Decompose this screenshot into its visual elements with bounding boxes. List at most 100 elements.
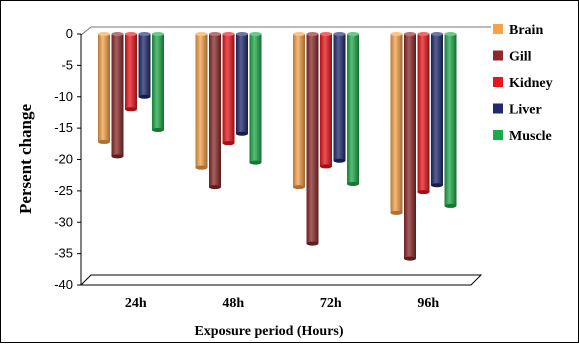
bar-body xyxy=(125,34,137,110)
y-tick-label: -40 xyxy=(54,277,73,292)
bar-liver-24h xyxy=(138,32,151,99)
bar-brain-24h xyxy=(98,32,110,144)
bar-cap-bottom xyxy=(152,128,164,133)
bar-body xyxy=(98,34,110,142)
legend-swatch xyxy=(493,130,503,140)
legend-item-brain: Brain xyxy=(493,23,543,38)
bar-cap-top xyxy=(195,32,208,36)
bar-cap-top xyxy=(152,32,164,36)
bar-kidney-72h xyxy=(320,32,332,169)
bar-cap-bottom xyxy=(249,160,262,165)
bar-cap-bottom xyxy=(293,185,305,190)
y-tick-label: -25 xyxy=(54,183,73,198)
x-tick-label-96h: 96h xyxy=(417,296,439,311)
x-tick-label-72h: 72h xyxy=(320,296,342,311)
bar-body xyxy=(195,34,208,168)
bar-kidney-48h xyxy=(222,32,235,146)
legend-label: Brain xyxy=(509,23,543,38)
bar-cap-top xyxy=(111,32,124,36)
bar-brain-48h xyxy=(195,32,208,170)
legend-label: Liver xyxy=(509,103,542,118)
bar-cap-bottom xyxy=(222,141,235,146)
bar-cap-top xyxy=(222,32,235,36)
bar-cap-top xyxy=(333,32,346,36)
bar-cap-bottom xyxy=(320,164,332,169)
bar-body xyxy=(347,34,359,184)
bar-cap-bottom xyxy=(195,165,208,170)
bar-cap-top xyxy=(138,32,151,36)
bar-cap-top xyxy=(320,32,332,36)
bar-body xyxy=(111,34,124,157)
bar-liver-48h xyxy=(236,32,248,136)
bar-body xyxy=(152,34,164,131)
bar-cap-top xyxy=(293,32,305,36)
y-tick-label: 0 xyxy=(66,26,73,41)
bar-cap-bottom xyxy=(209,185,221,190)
bar-muscle-72h xyxy=(347,32,359,186)
y-axis: 0 -5 -10 -15 -20 -25 -30 -35 -40 xyxy=(54,26,82,292)
legend-item-muscle: Muscle xyxy=(493,129,552,144)
legend-label: Kidney xyxy=(509,76,553,91)
y-tick-label: -20 xyxy=(54,152,73,167)
bar-cap-bottom xyxy=(306,241,319,246)
bar-body xyxy=(236,34,248,134)
bar-gill-24h xyxy=(111,32,124,159)
bar-brain-72h xyxy=(293,32,305,190)
legend-item-liver: Liver xyxy=(493,103,542,118)
legend-swatch xyxy=(493,50,503,61)
y-tick-label: -30 xyxy=(54,214,73,229)
bar-cap-top xyxy=(347,32,359,36)
bar-cap-bottom xyxy=(390,210,403,215)
legend: Brain Gill Kidney Liver Muscle xyxy=(493,23,553,144)
x-axis-title: Exposure period (Hours) xyxy=(194,324,343,339)
bar-gill-72h xyxy=(306,32,319,246)
legend-swatch xyxy=(493,77,503,87)
bar-body xyxy=(333,34,346,161)
bar-kidney-96h xyxy=(417,32,430,195)
bar-cap-top xyxy=(417,32,430,36)
bar-cap-bottom xyxy=(111,154,124,159)
bar-muscle-24h xyxy=(152,32,164,133)
bar-body xyxy=(444,34,457,206)
bar-body xyxy=(249,34,262,163)
bar-body xyxy=(209,34,221,188)
bar-cap-top xyxy=(390,32,403,36)
bar-body xyxy=(293,34,305,188)
y-axis-title: Persent change xyxy=(16,104,35,214)
bar-body xyxy=(417,34,430,193)
legend-swatch xyxy=(493,103,503,114)
bar-body xyxy=(431,34,443,186)
plot-back-wall xyxy=(80,26,491,36)
bar-body xyxy=(138,34,151,97)
y-tick-label: -35 xyxy=(54,246,73,261)
bar-body xyxy=(306,34,319,244)
bar-body xyxy=(404,34,416,259)
bar-cap-top xyxy=(209,32,221,36)
bar-brain-96h xyxy=(390,32,403,215)
bar-body xyxy=(222,34,235,144)
bar-body xyxy=(390,34,403,213)
bar-cap-bottom xyxy=(347,181,359,186)
legend-label: Gill xyxy=(509,50,532,65)
y-tick-label: -5 xyxy=(61,57,73,72)
bar-muscle-96h xyxy=(444,32,457,208)
bar-cap-bottom xyxy=(333,158,346,163)
bar-gill-96h xyxy=(404,32,416,261)
y-tick-label: -10 xyxy=(54,89,73,104)
bar-cap-bottom xyxy=(404,256,416,261)
legend-item-gill: Gill xyxy=(493,50,532,65)
x-tick-label-48h: 48h xyxy=(222,296,244,311)
bar-cap-top xyxy=(98,32,110,36)
bar-cap-bottom xyxy=(417,190,430,195)
bar-cap-top xyxy=(249,32,262,36)
y-tick-label: -15 xyxy=(54,120,73,135)
plot-floor xyxy=(79,274,483,286)
bar-cap-top xyxy=(125,32,137,36)
legend-label: Muscle xyxy=(509,129,552,144)
bar-cap-top xyxy=(444,32,457,36)
bar-cap-top xyxy=(431,32,443,36)
bar-cap-top xyxy=(236,32,248,36)
x-axis: 24h 48h 72h 96h xyxy=(125,296,440,311)
